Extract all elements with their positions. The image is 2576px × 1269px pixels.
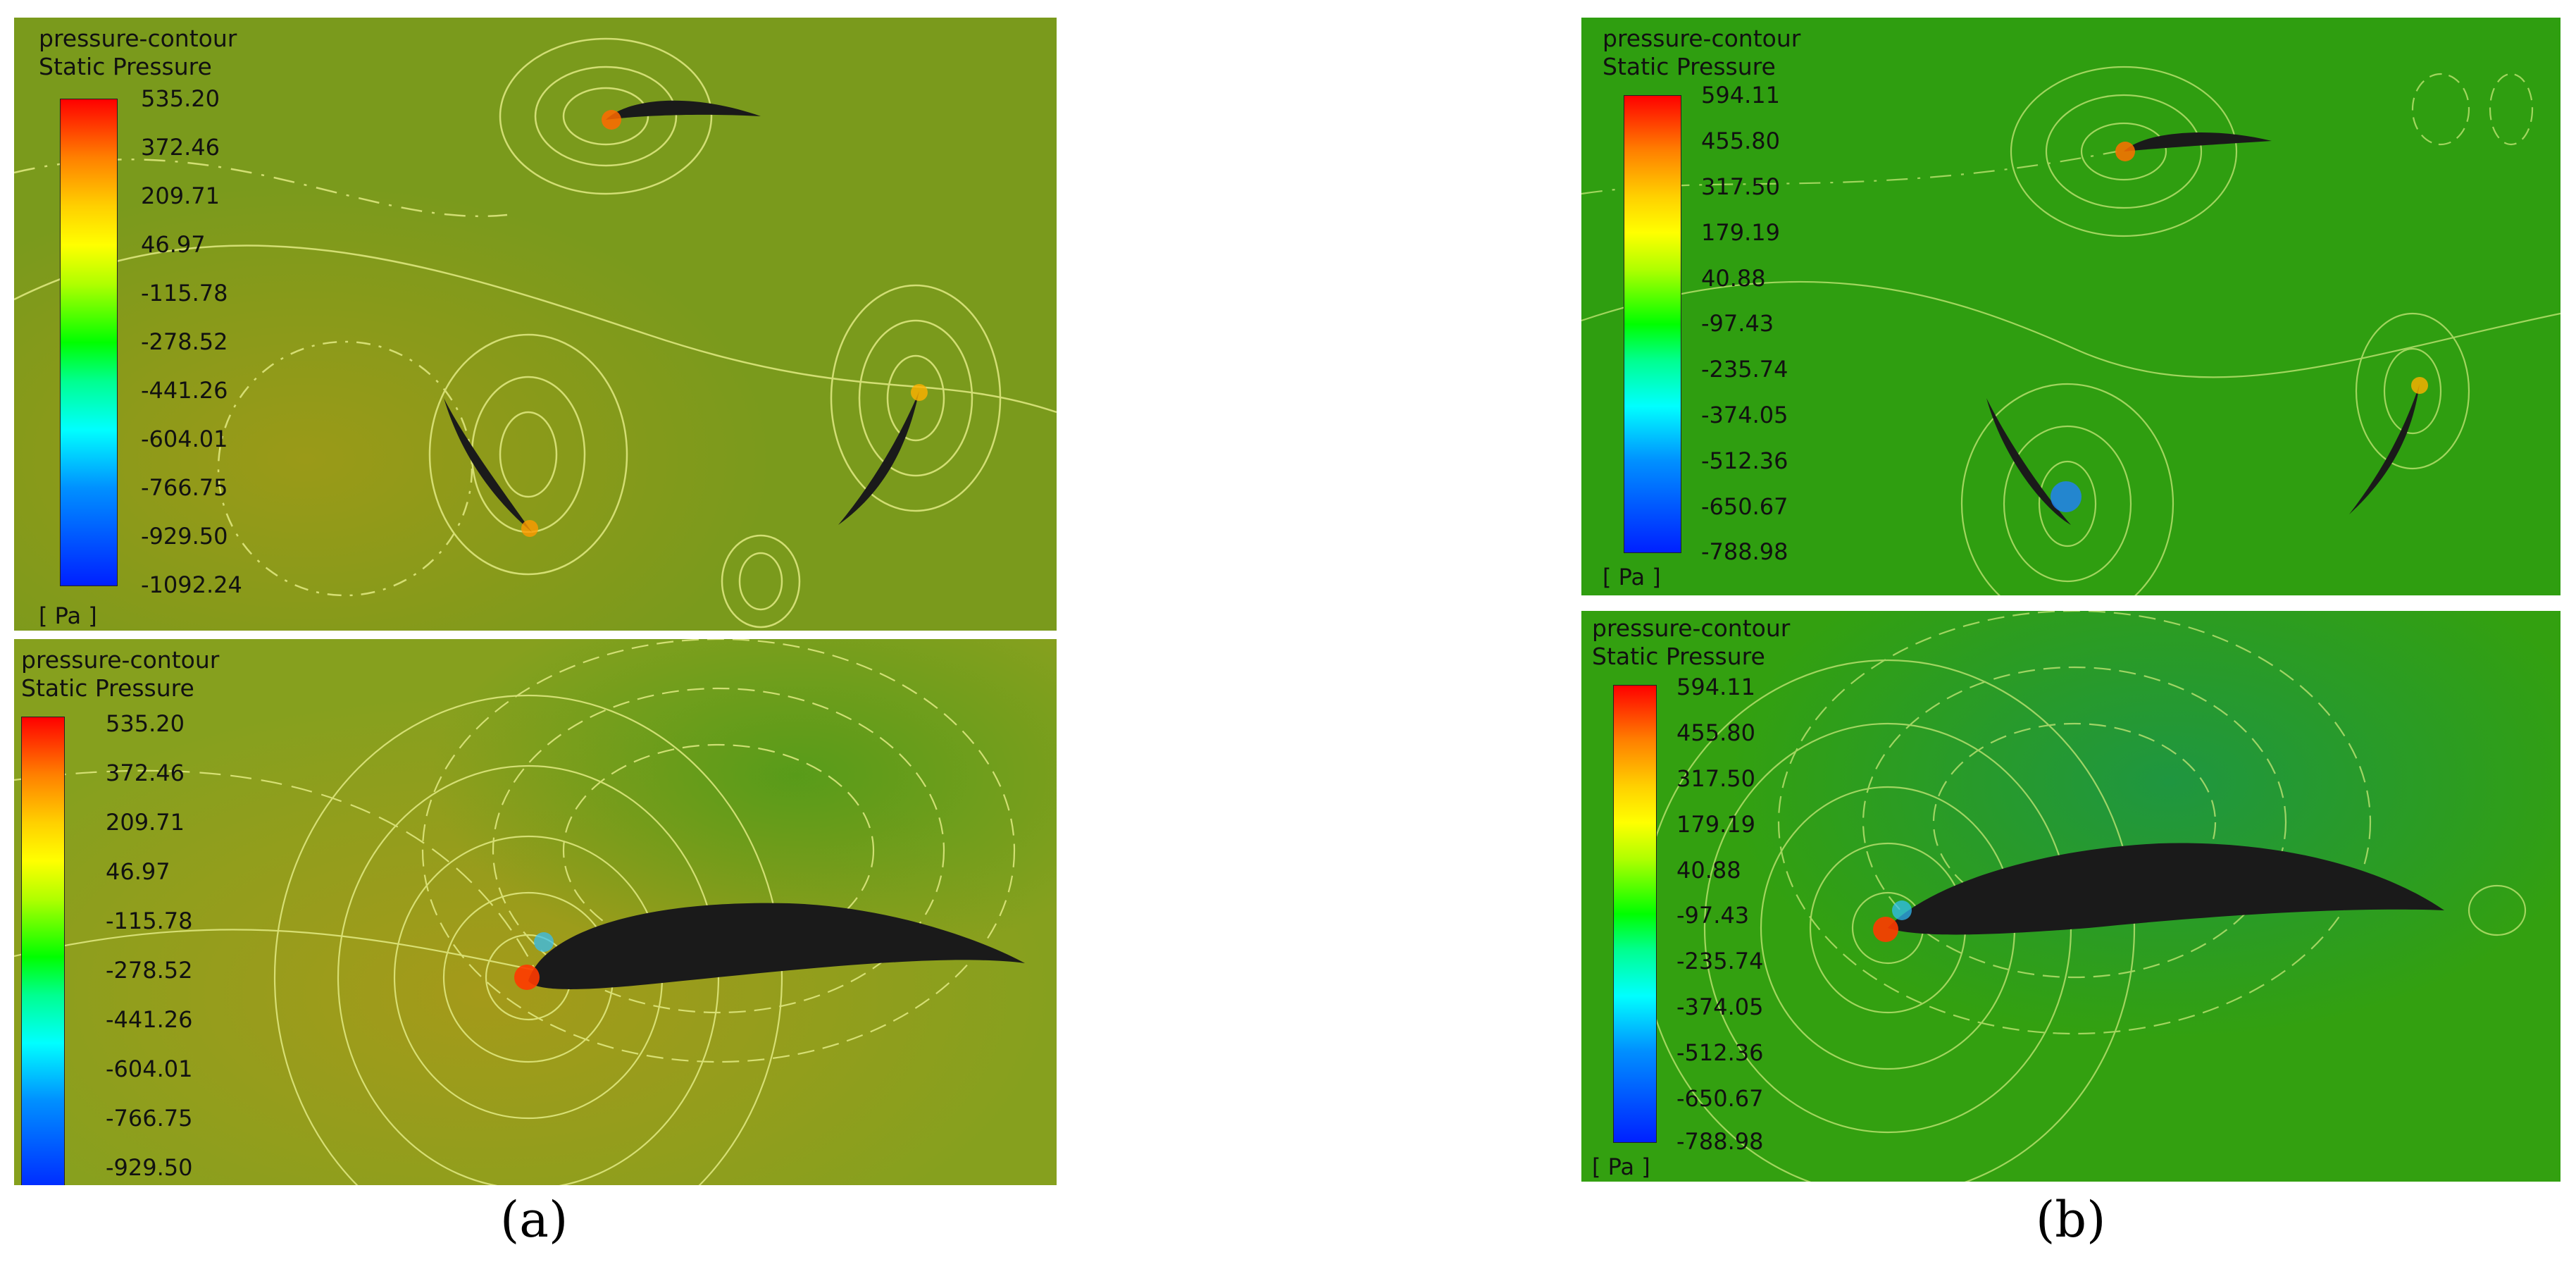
tick-label: -788.98 [1676, 1128, 1764, 1155]
caption-a: (a) [500, 1191, 568, 1249]
legend-title: pressure-contour Static Pressure [21, 646, 220, 702]
airfoils [514, 903, 1025, 990]
pressure-field-b-bottom [1581, 611, 2561, 1182]
tick-label: -929.50 [141, 523, 228, 550]
tick-label: 535.20 [106, 710, 185, 737]
tick-label: -441.26 [106, 1006, 193, 1033]
pressure-field-a-bottom [14, 639, 1057, 1185]
tick-label: 209.71 [106, 809, 185, 836]
contour-lines [1581, 66, 2561, 595]
contour-lines [14, 37, 1057, 629]
panel-b-bottom: pressure-contour Static Pressure 594.11 4… [1581, 611, 2561, 1182]
airfoil-main [1888, 843, 2444, 935]
tick-label: 594.11 [1701, 82, 1780, 109]
airfoil-top [606, 100, 761, 120]
colorbar [1613, 685, 1657, 1143]
unit-label: [ Pa ] [1603, 564, 1661, 590]
tick-label: 372.46 [106, 760, 185, 786]
tick-label: -650.67 [1701, 493, 1788, 520]
tick-label: 594.11 [1676, 674, 1755, 700]
caption-b: (b) [2036, 1191, 2106, 1249]
tick-label: -766.75 [141, 474, 228, 501]
unit-label: [ Pa ] [39, 602, 97, 629]
tick-label: -650.67 [1676, 1085, 1764, 1112]
tick-label: 46.97 [141, 231, 206, 258]
tick-label: -374.05 [1701, 402, 1788, 428]
tick-label: -97.43 [1701, 310, 1774, 337]
tick-label: 46.97 [106, 858, 170, 885]
tick-label: 40.88 [1701, 265, 1766, 292]
tick-label: -441.26 [141, 377, 228, 404]
tick-label: -1092.24 [141, 571, 242, 598]
tick-label: -512.36 [1676, 1039, 1764, 1066]
colorbar-legend-b-top: pressure-contour Static Pressure 594.11 4… [1603, 25, 1884, 595]
legend-title: pressure-contour Static Pressure [1603, 25, 1801, 80]
unit-label: [ Pa ] [1592, 1153, 1650, 1180]
colorbar [21, 717, 65, 1185]
airfoil-top [2124, 132, 2272, 151]
tick-label: -604.01 [106, 1056, 193, 1082]
colorbar [1624, 95, 1681, 553]
legend-title: pressure-contour Static Pressure [39, 25, 237, 80]
tick-label: 535.20 [141, 85, 220, 112]
tick-label: 455.80 [1701, 128, 1780, 154]
airfoils [444, 100, 928, 537]
tick-label: 455.80 [1676, 719, 1755, 746]
panel-a-top: pressure-contour Static Pressure 535.20 3… [14, 18, 1057, 631]
tick-label: -97.43 [1676, 902, 1750, 929]
tick-label: -788.98 [1701, 538, 1788, 565]
colorbar-legend-b-bottom: pressure-contour Static Pressure 594.11 4… [1592, 614, 1874, 1182]
pressure-field-a-top [14, 18, 1057, 631]
tick-label: -115.78 [141, 280, 228, 307]
colorbar-legend-a-bottom: pressure-contour Static Pressure 535.20 3… [21, 646, 303, 1185]
airfoil-main [528, 903, 1025, 989]
tick-label: 317.50 [1701, 173, 1780, 200]
tick-label: -604.01 [141, 426, 228, 452]
tick-label: -235.74 [1701, 356, 1788, 383]
tick-label: -929.50 [106, 1154, 193, 1181]
tick-label: 317.50 [1676, 765, 1755, 792]
tick-label: -235.74 [1676, 948, 1764, 974]
tick-label: -374.05 [1676, 993, 1764, 1020]
colorbar-legend-a-top: pressure-contour Static Pressure 535.20 3… [39, 25, 321, 631]
airfoils [1986, 132, 2428, 525]
tick-label: -278.52 [141, 328, 228, 355]
tick-label: -115.78 [106, 908, 193, 934]
airfoils [1873, 843, 2444, 942]
tick-label: -512.36 [1701, 447, 1788, 474]
pressure-field-b-top [1581, 18, 2561, 595]
tick-label: 179.19 [1676, 811, 1755, 838]
tick-label: 40.88 [1676, 857, 1741, 884]
panel-b-top: pressure-contour Static Pressure 594.11 4… [1581, 18, 2561, 595]
colorbar [60, 99, 118, 586]
tick-label: 372.46 [141, 134, 220, 161]
tick-label: -278.52 [106, 957, 193, 984]
panel-a-bottom: pressure-contour Static Pressure 535.20 3… [14, 639, 1057, 1185]
legend-title: pressure-contour Static Pressure [1592, 614, 1791, 670]
tick-label: 179.19 [1701, 219, 1780, 246]
tick-label: -766.75 [106, 1105, 193, 1132]
tick-label: 209.71 [141, 182, 220, 209]
